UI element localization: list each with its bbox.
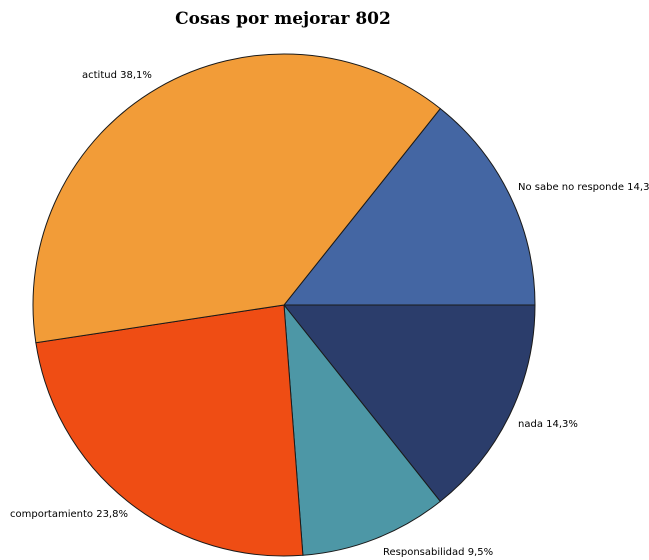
pie-slice-responsabilidad	[283, 303, 442, 556]
pie-slice-actitud	[32, 53, 442, 344]
pie-slice-comportamiento	[35, 304, 304, 557]
pie-slices	[32, 53, 536, 557]
pie-labels: No sabe no responde 14,3% nada 14,3% Respo…	[10, 70, 649, 558]
pie-label-actitud: actitud 38,1%	[82, 70, 152, 81]
pie-label-responsabilidad: Responsabilidad 9,5%	[383, 547, 493, 558]
pie-label-comportamiento: comportamiento 23,8%	[10, 509, 128, 520]
pie-label-no-sabe-no-responde: No sabe no responde 14,3%	[518, 182, 649, 193]
pie-slice-no-sabe-no-responde	[282, 107, 536, 306]
chart-title: Cosas por mejorar 802	[175, 9, 391, 29]
pie-slice-nada	[282, 304, 536, 503]
pie-label-nada: nada 14,3%	[518, 419, 578, 430]
